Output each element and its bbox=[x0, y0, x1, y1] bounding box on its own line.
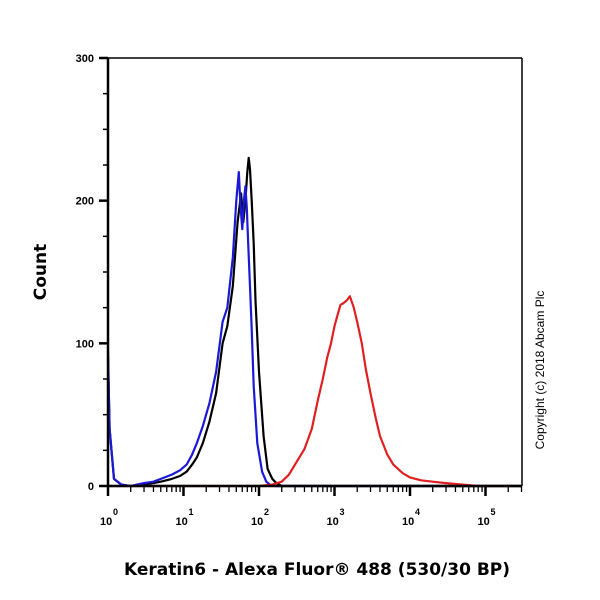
x-axis-label: Keratin6 - Alexa Fluor® 488 (530/30 BP) bbox=[124, 560, 510, 580]
x-tick-label: 10 bbox=[176, 516, 188, 528]
y-tick-label: 0 bbox=[88, 481, 94, 493]
y-tick-label: 100 bbox=[76, 338, 94, 350]
plot-frame bbox=[108, 57, 523, 486]
x-tick-label: 10 bbox=[100, 516, 112, 528]
y-axis-ticks: 0 100 200 300 bbox=[76, 53, 108, 493]
x-tick-exponent: 1 bbox=[189, 507, 194, 517]
x-tick-label: 10 bbox=[251, 516, 263, 528]
x-tick-exponent: 5 bbox=[491, 507, 496, 517]
x-tick-exponent: 2 bbox=[264, 507, 269, 517]
x-tick-exponent: 4 bbox=[415, 507, 420, 517]
x-tick-exponent: 0 bbox=[113, 507, 118, 517]
x-tick-label: 10 bbox=[327, 516, 339, 528]
x-tick-label: 10 bbox=[402, 516, 414, 528]
x-tick-exponent: 3 bbox=[340, 507, 345, 517]
series-layer bbox=[106, 156, 521, 488]
series-line-0 bbox=[106, 156, 521, 488]
copyright-notice: Copyright (c) 2018 Abcam Plc bbox=[533, 291, 547, 450]
y-axis-label: Count bbox=[31, 244, 51, 301]
y-tick-label: 200 bbox=[76, 196, 94, 208]
series-line-2 bbox=[108, 295, 521, 488]
y-axis: 0 100 200 300 bbox=[76, 53, 110, 493]
x-tick-label: 10 bbox=[478, 516, 490, 528]
y-tick-label: 300 bbox=[76, 53, 94, 65]
series-line-1 bbox=[106, 171, 521, 488]
